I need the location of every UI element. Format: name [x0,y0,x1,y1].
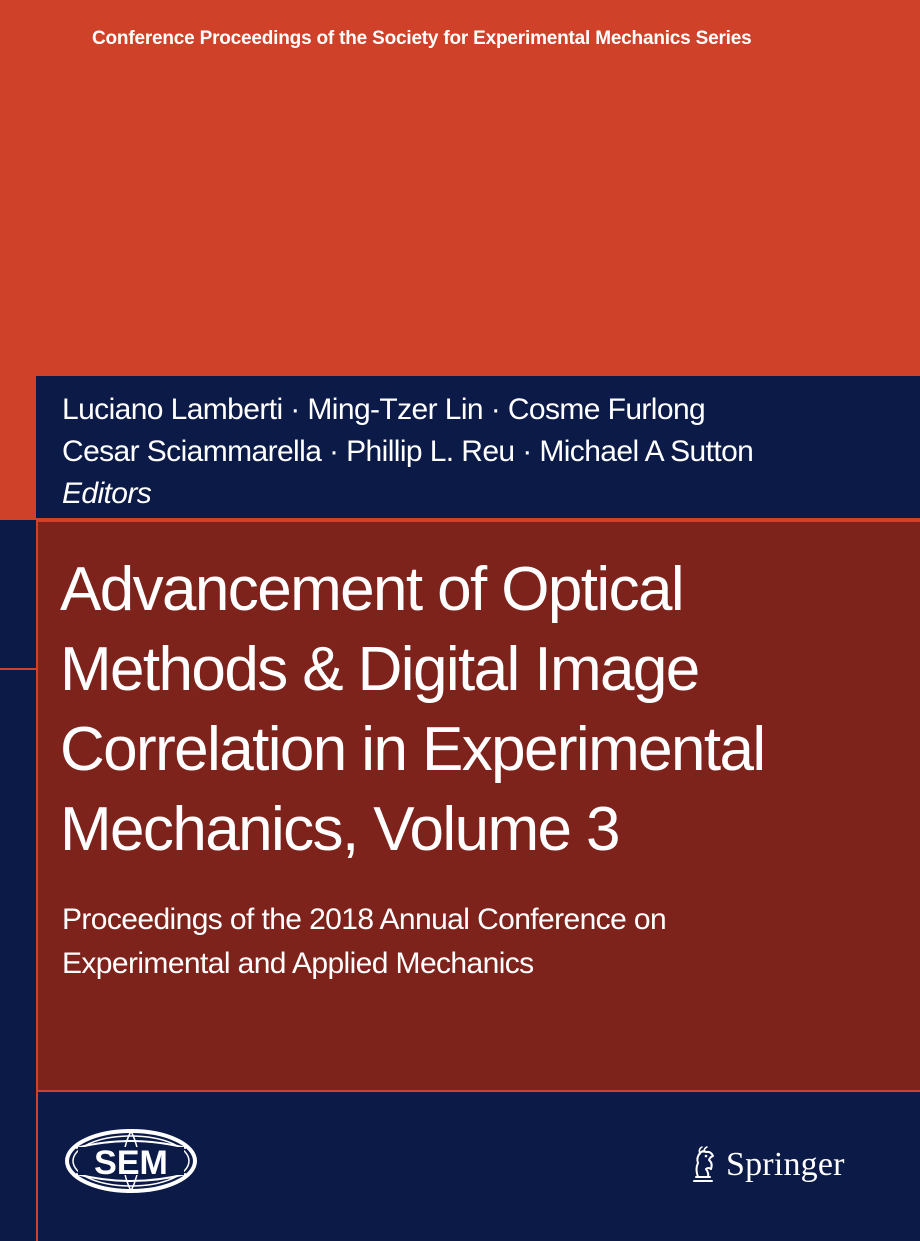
logo-footer: SEM Springer [36,1092,920,1241]
book-subtitle-line-1: Proceedings of the 2018 Annual Conferenc… [62,903,667,936]
title-panel: Advancement of Optical Methods & Digital… [36,520,920,1092]
book-subtitle-line-2: Experimental and Applied Mechanics [62,947,534,980]
book-title-line-3: Correlation in Experimental [60,715,766,784]
springer-logo: Springer [684,1140,845,1190]
left-navy-stripe [0,520,36,1241]
book-title-line-1: Advancement of Optical [60,555,685,624]
book-subtitle: Proceedings of the 2018 Annual Conferenc… [62,898,902,986]
book-title: Advancement of Optical Methods & Digital… [60,550,910,870]
sem-logo-text: SEM [94,1144,168,1182]
book-title-line-2: Methods & Digital Image [60,635,700,704]
editors-line-1: Luciano Lamberti · Ming-Tzer Lin · Cosme… [62,393,706,426]
sem-globe-logo: SEM [65,1129,197,1193]
series-title: Conference Proceedings of the Society fo… [92,28,752,49]
left-stripe-divider [0,668,36,670]
book-title-line-4: Mechanics, Volume 3 [60,795,621,864]
springer-horse-icon [693,1146,714,1182]
springer-wordmark: Springer [726,1146,845,1183]
editors-line-2: Cesar Sciammarella · Phillip L. Reu · Mi… [62,435,754,468]
editors-label: Editors [62,477,152,510]
editors-box: Luciano Lamberti · Ming-Tzer Lin · Cosme… [36,376,920,518]
